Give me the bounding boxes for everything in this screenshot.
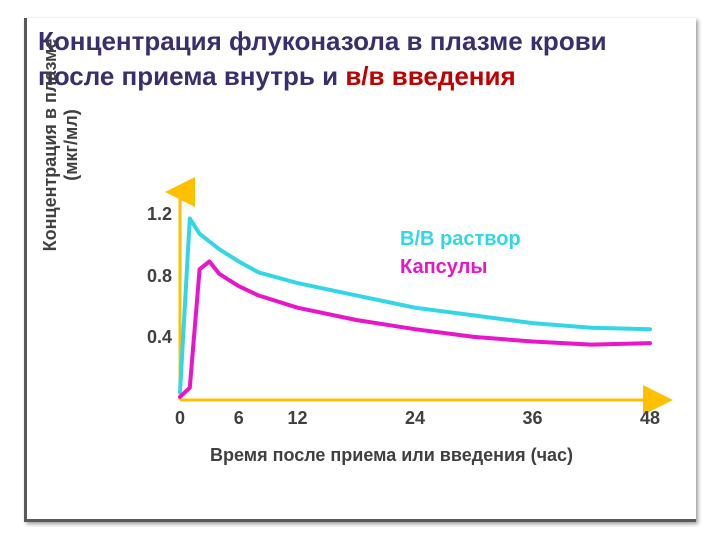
x-tick-label: 6 [219,408,259,429]
slide-root: Концентрация флуконазола в плазме крови … [0,0,720,540]
legend-item-capsule: Капсулы [400,253,521,281]
title-line-2b: в/в введения [345,61,515,91]
x-axis-label: Время после приема или введения (час) [210,445,573,466]
y-axis-label: Концентрация в плазме (мкг/мл) [40,30,82,260]
x-tick-label: 24 [395,408,435,429]
x-tick-label: 36 [513,408,553,429]
y-tick-label: 1.2 [132,204,172,225]
y-tick-label: 0.4 [132,327,172,348]
title-line-2: после приема внутрь и в/в введения [38,61,516,91]
x-tick-label: 12 [278,408,318,429]
legend: В/В раствор Капсулы [400,225,521,281]
series-capsule-line [180,262,650,397]
x-tick-label: 48 [630,408,670,429]
title-line-1: Концентрация флуконазола в плазме крови [38,26,607,56]
y-tick-label: 0.8 [132,266,172,287]
x-tick-label: 0 [160,408,200,429]
legend-item-iv: В/В раствор [400,225,521,253]
slide-title: Концентрация флуконазола в плазме крови … [38,24,698,94]
title-line-2a: после приема внутрь и [38,61,345,91]
